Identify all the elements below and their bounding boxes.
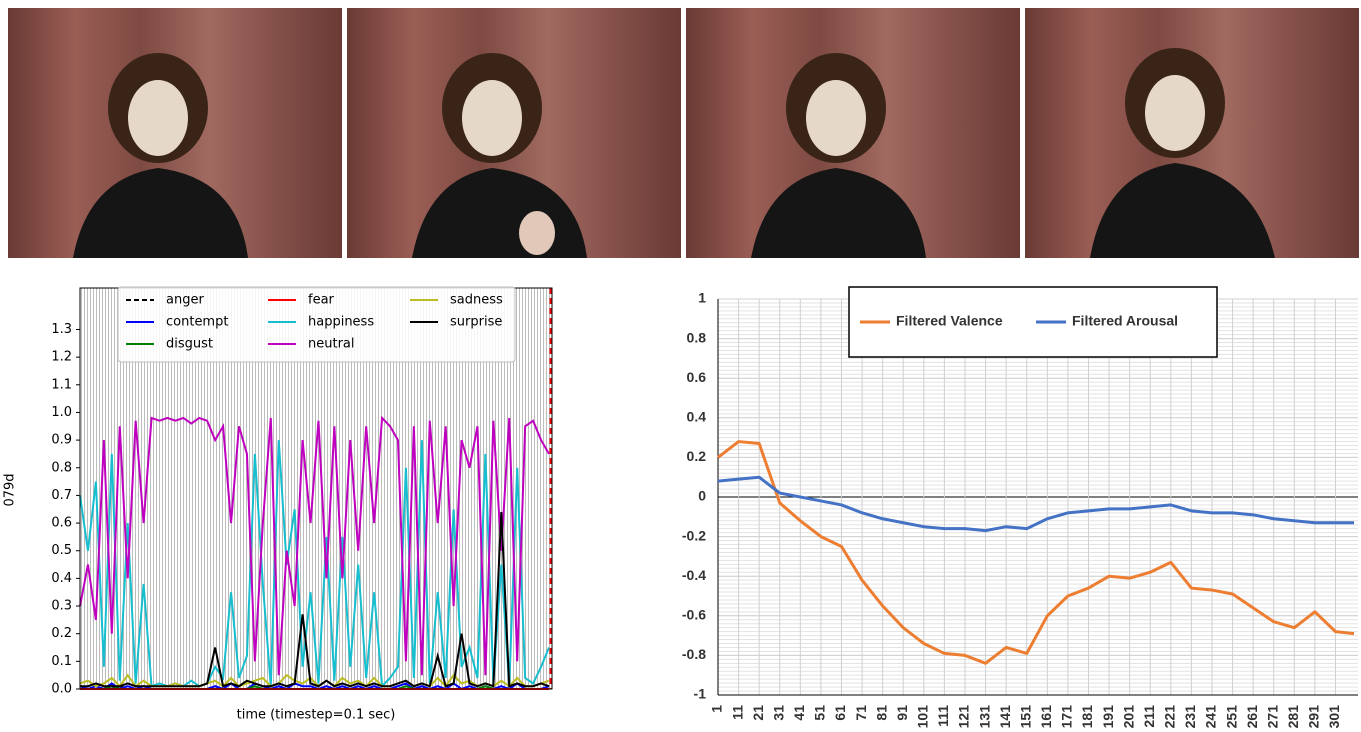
x-tick-label: 21: [750, 705, 766, 721]
x-tick-label: 271: [1264, 705, 1280, 729]
x-tick-label: 241: [1203, 705, 1219, 729]
x-tick-label: 281: [1285, 705, 1301, 729]
y-tick-label: -0.4: [682, 567, 706, 583]
x-tick-label: 171: [1059, 705, 1075, 729]
y-tick-label: 0.3: [51, 599, 72, 614]
y-tick-label: 0.9: [51, 433, 72, 448]
y-tick-label: 1.2: [51, 350, 72, 365]
emotion-chart: 079d time (timestep=0.1 sec) 0.0 0.1 0.2 0.…: [3, 286, 553, 723]
x-tick-label: 221: [1162, 705, 1178, 729]
y-tick-label: 0.5: [51, 543, 72, 558]
x-tick-label: 131: [976, 705, 992, 729]
legend-box: [848, 286, 1218, 358]
x-tick-label: 181: [1079, 705, 1095, 729]
legend-label: Filtered Valence: [896, 313, 1003, 329]
x-tick-label: 11: [729, 705, 745, 720]
x-tick-label: 31: [770, 705, 786, 721]
frame: [8, 8, 342, 258]
y-tick-label: 0.2: [687, 448, 707, 464]
series-line: [79, 440, 550, 689]
video-frames: [8, 8, 1359, 258]
x-tick-label: 41: [791, 705, 807, 721]
x-tick-label: 261: [1244, 705, 1260, 729]
y-tick-label: 1: [698, 290, 706, 306]
x-tick-label: 1: [709, 705, 725, 713]
y-tick-label: 0: [698, 488, 706, 504]
y-tick-label: 0.2: [51, 626, 72, 641]
x-tick-label: 121: [956, 705, 972, 729]
legend-label: fear: [308, 293, 335, 308]
legend-label: neutral: [308, 337, 355, 352]
x-tick-label: 91: [894, 705, 910, 721]
x-tick-label: 201: [1120, 705, 1136, 729]
frame: [1025, 8, 1359, 258]
y-tick-label: 1.1: [51, 377, 72, 392]
y-tick-label: 0.7: [51, 488, 72, 503]
x-tick-label: 81: [873, 705, 889, 721]
y-tick-label: -0.8: [682, 646, 706, 662]
legend-label: disgust: [166, 337, 213, 352]
x-tick-label: 151: [1017, 705, 1033, 729]
x-tick-label: 71: [853, 705, 869, 721]
x-tick-label: 141: [997, 705, 1013, 729]
y-tick-label: 1.0: [51, 405, 72, 420]
legend: Filtered Valence Filtered Arousal: [848, 286, 1218, 358]
y-tick-label: 0.4: [687, 409, 707, 425]
y-tick-label: -0.2: [682, 527, 706, 543]
x-tick-label: 101: [915, 705, 931, 729]
x-tick-label: 191: [1100, 705, 1116, 729]
legend-label: anger: [166, 293, 204, 308]
x-tick-label: 51: [812, 705, 828, 721]
x-tick-label: 161: [1038, 705, 1054, 729]
y-tick-label: 0.8: [51, 460, 72, 475]
legend-label: surprise: [450, 315, 502, 330]
x-tick-label: 111: [935, 705, 951, 727]
y-tick-label: 0.8: [687, 329, 707, 345]
legend-label: Filtered Arousal: [1072, 313, 1178, 329]
frame: [347, 8, 681, 258]
x-tick-label: 231: [1182, 705, 1198, 729]
y-tick-label: -1: [694, 686, 707, 702]
x-tick-label: 61: [832, 705, 848, 721]
y-tick-label: 0.0: [51, 682, 72, 697]
y-axis-label: 079d: [3, 473, 18, 506]
legend-label: happiness: [308, 315, 374, 330]
y-tick-label: 0.4: [51, 571, 72, 586]
legend-box: [117, 286, 516, 363]
series-line: [717, 440, 1355, 665]
series-line: [717, 475, 1354, 533]
x-tick-label: 291: [1306, 705, 1322, 729]
legend: anger contempt disgust fear happiness neutral…: [117, 286, 516, 363]
valence-arousal-chart: -1-0.8-0.6-0.4-0.200.20.40.60.811 11 21 31 4…: [682, 286, 1358, 729]
y-tick-label: 0.1: [51, 654, 72, 669]
x-tick-label: 251: [1223, 705, 1239, 729]
legend-label: sadness: [450, 293, 503, 308]
frame: [686, 8, 1020, 258]
x-axis-label: time (timestep=0.1 sec): [237, 708, 396, 723]
x-tick-label: 301: [1326, 705, 1342, 729]
series-line: [79, 415, 550, 676]
y-tick-label: 1.3: [51, 322, 72, 337]
series-line: [80, 511, 550, 688]
y-tick-label: -0.6: [682, 607, 706, 623]
y-tick-label: 0.6: [51, 516, 72, 531]
x-tick-label: 211: [1141, 705, 1157, 728]
y-tick-label: 0.6: [687, 369, 707, 385]
legend-label: contempt: [166, 315, 228, 330]
